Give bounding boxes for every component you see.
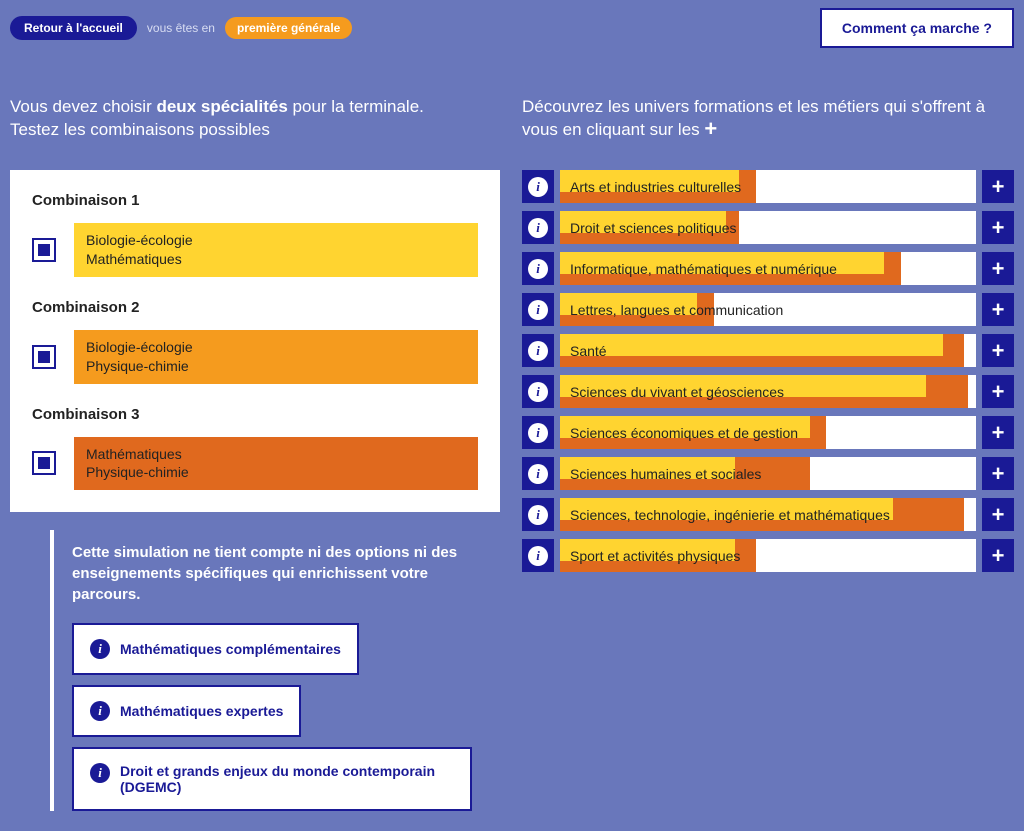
combination-row: Biologie-écologieMathématiques [32,223,478,277]
domain-bar: Sciences économiques et de gestion [560,416,976,449]
combination-bar: Biologie-écologiePhysique-chimie [74,330,478,384]
option-card[interactable]: i Mathématiques expertes [72,685,301,737]
info-icon: i [528,259,548,279]
domain-info-button[interactable]: i [522,293,554,326]
combination-row: MathématiquesPhysique-chimie [32,437,478,491]
domain-row: i Arts et industries culturelles + [522,170,1014,203]
domain-bar: Informatique, mathématiques et numérique [560,252,976,285]
combination-checkbox[interactable] [32,345,56,369]
domain-bar: Sciences humaines et sociales [560,457,976,490]
combination-bar: Biologie-écologieMathématiques [74,223,478,277]
domain-info-button[interactable]: i [522,334,554,367]
domain-fill-yellow [560,334,943,356]
info-icon: i [528,546,548,566]
combination-checkbox[interactable] [32,238,56,262]
info-icon: i [528,505,548,525]
domain-label: Arts et industries culturelles [570,179,741,195]
domain-info-button[interactable]: i [522,170,554,203]
domain-row: i Sport et activités physiques + [522,539,1014,572]
domain-expand-button[interactable]: + [982,334,1014,367]
domain-row: i Informatique, mathématiques et numériqu… [522,252,1014,285]
info-icon: i [528,423,548,443]
option-label: Mathématiques expertes [120,703,283,719]
domain-expand-button[interactable]: + [982,416,1014,449]
info-icon: i [528,218,548,238]
note-panel: Cette simulation ne tient compte ni des … [50,530,500,811]
combination-row: Biologie-écologiePhysique-chimie [32,330,478,384]
option-label: Droit et grands enjeux du monde contempo… [120,763,454,795]
domain-label: Sciences du vivant et géosciences [570,384,784,400]
domain-label: Santé [570,343,607,359]
info-icon: i [90,639,110,659]
right-heading: Découvrez les univers formations et les … [522,96,1014,142]
combination-title: Combinaison 3 [32,406,478,423]
domain-bar: Santé [560,334,976,367]
combination-bar: MathématiquesPhysique-chimie [74,437,478,491]
combinations-panel: Combinaison 1 Biologie-écologieMathématiq… [10,170,500,512]
domain-expand-button[interactable]: + [982,498,1014,531]
option-card[interactable]: i Mathématiques complémentaires [72,623,359,675]
combination-checkbox[interactable] [32,451,56,475]
domain-row: i Sciences du vivant et géosciences + [522,375,1014,408]
context-label: vous êtes en [147,21,215,35]
option-card[interactable]: i Droit et grands enjeux du monde contemp… [72,747,472,811]
domain-expand-button[interactable]: + [982,457,1014,490]
domain-expand-button[interactable]: + [982,170,1014,203]
info-icon: i [90,701,110,721]
domain-bar: Sport et activités physiques [560,539,976,572]
domain-row: i Droit et sciences politiques + [522,211,1014,244]
info-icon: i [528,382,548,402]
domain-label: Sciences humaines et sociales [570,466,761,482]
domain-info-button[interactable]: i [522,252,554,285]
domain-bar: Sciences, technologie, ingénierie et mat… [560,498,976,531]
domain-expand-button[interactable]: + [982,252,1014,285]
info-icon: i [528,300,548,320]
help-button[interactable]: Comment ça marche ? [820,8,1014,48]
domain-info-button[interactable]: i [522,498,554,531]
note-text: Cette simulation ne tient compte ni des … [72,542,500,605]
domain-label: Sport et activités physiques [570,548,740,564]
domain-label: Droit et sciences politiques [570,220,737,236]
domain-bar: Droit et sciences politiques [560,211,976,244]
domain-label: Informatique, mathématiques et numérique [570,261,837,277]
domain-expand-button[interactable]: + [982,375,1014,408]
left-heading: Vous devez choisir deux spécialités pour… [10,96,500,142]
domain-bar: Arts et industries culturelles [560,170,976,203]
domain-row: i Sciences, technologie, ingénierie et ma… [522,498,1014,531]
home-button[interactable]: Retour à l'accueil [10,16,137,40]
info-icon: i [528,177,548,197]
domain-info-button[interactable]: i [522,211,554,244]
domain-bar: Sciences du vivant et géosciences [560,375,976,408]
option-label: Mathématiques complémentaires [120,641,341,657]
domain-row: i Sciences économiques et de gestion + [522,416,1014,449]
domain-info-button[interactable]: i [522,416,554,449]
domain-expand-button[interactable]: + [982,539,1014,572]
domain-row: i Santé + [522,334,1014,367]
domain-label: Sciences économiques et de gestion [570,425,798,441]
domain-row: i Lettres, langues et communication + [522,293,1014,326]
domain-expand-button[interactable]: + [982,211,1014,244]
info-icon: i [528,341,548,361]
domain-info-button[interactable]: i [522,375,554,408]
level-badge: première générale [225,17,352,39]
combination-title: Combinaison 2 [32,299,478,316]
domain-label: Sciences, technologie, ingénierie et mat… [570,507,890,523]
domain-bar: Lettres, langues et communication [560,293,976,326]
combination-title: Combinaison 1 [32,192,478,209]
domain-row: i Sciences humaines et sociales + [522,457,1014,490]
info-icon: i [528,464,548,484]
domain-info-button[interactable]: i [522,539,554,572]
domain-expand-button[interactable]: + [982,293,1014,326]
info-icon: i [90,763,110,783]
domain-info-button[interactable]: i [522,457,554,490]
domain-label: Lettres, langues et communication [570,302,783,318]
